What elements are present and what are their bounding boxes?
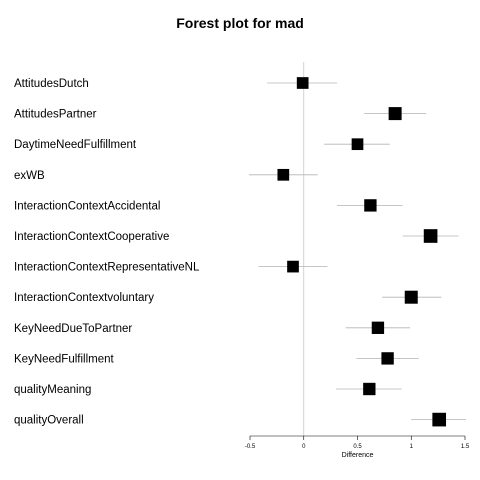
row-label: DaytimeNeedFulfillment	[14, 139, 137, 151]
forest-row: KeyNeedDueToPartner	[14, 321, 411, 335]
x-tick-label: -0.5	[245, 444, 256, 450]
forest-row: qualityOverall	[14, 412, 467, 427]
row-label: KeyNeedFulfillment	[14, 353, 115, 365]
x-tick-label: 1	[410, 444, 414, 450]
row-label: qualityMeaning	[14, 384, 91, 396]
estimate-marker	[388, 107, 402, 121]
x-tick-label: 0.5	[353, 444, 362, 450]
forest-row: InteractionContextvoluntary	[14, 290, 442, 304]
forest-row: InteractionContextAccidental	[14, 199, 403, 212]
estimate-marker	[351, 138, 364, 151]
estimate-marker	[277, 168, 290, 181]
row-label: InteractionContextCooperative	[14, 231, 169, 243]
forest-row: AttitudesDutch	[14, 77, 338, 90]
estimate-marker	[432, 412, 447, 427]
x-tick-label: 1.5	[461, 444, 470, 450]
estimate-marker	[423, 229, 438, 243]
forest-row: KeyNeedFulfillment	[14, 352, 419, 365]
row-label: KeyNeedDueToPartner	[14, 323, 132, 335]
x-tick-label: 0	[302, 444, 306, 450]
row-label: exWB	[14, 170, 45, 182]
estimate-marker	[364, 199, 377, 212]
estimate-marker	[363, 382, 376, 396]
forest-row: InteractionContextCooperative	[14, 229, 459, 243]
forest-row: exWB	[14, 168, 318, 182]
estimate-marker	[404, 290, 418, 304]
forest-row: DaytimeNeedFulfillment	[14, 138, 390, 151]
estimate-marker	[381, 352, 394, 365]
row-label: AttitudesDutch	[14, 78, 89, 90]
row-label: InteractionContextRepresentativeNL	[14, 262, 200, 274]
row-label: InteractionContextAccidental	[14, 200, 160, 212]
row-label: InteractionContextvoluntary	[14, 292, 154, 304]
estimate-marker	[287, 260, 299, 273]
chart-title: Forest plot for mad	[176, 15, 304, 31]
x-axis-label: Difference	[342, 452, 374, 459]
forest-row: qualityMeaning	[14, 382, 402, 396]
estimate-marker	[296, 77, 309, 89]
forest-row: AttitudesPartner	[14, 107, 427, 121]
row-label: qualityOverall	[14, 415, 84, 427]
estimate-marker	[371, 321, 385, 334]
row-label: AttitudesPartner	[14, 109, 97, 121]
forest-row: InteractionContextRepresentativeNL	[14, 260, 328, 274]
